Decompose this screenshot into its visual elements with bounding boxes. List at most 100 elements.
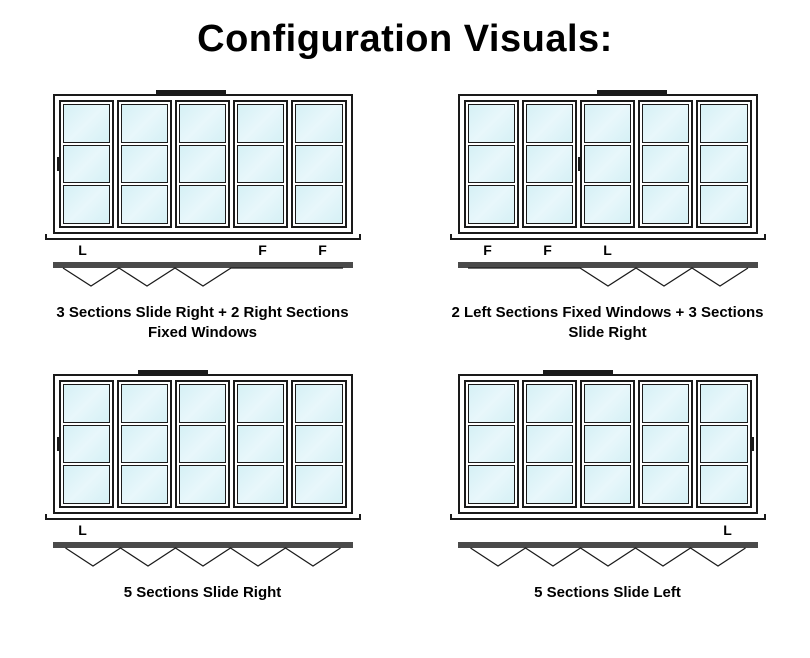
glass-lite	[526, 185, 573, 224]
glass-lite	[584, 384, 631, 423]
door-panel	[291, 380, 346, 508]
track-svg	[53, 262, 353, 290]
door-frame	[458, 94, 758, 234]
glass-lite	[700, 145, 747, 184]
panel-label	[698, 242, 758, 258]
glass-lite	[237, 104, 284, 143]
slide-direction-zigzag	[468, 268, 748, 286]
glass-lite	[237, 384, 284, 423]
door-panel	[59, 100, 114, 228]
panel-label	[638, 522, 698, 538]
glass-lite	[526, 104, 573, 143]
glass-lite	[237, 145, 284, 184]
glass-lite	[526, 384, 573, 423]
glass-lite	[63, 185, 110, 224]
door-assembly	[53, 374, 353, 520]
glass-lite	[295, 104, 342, 143]
glass-lite	[700, 384, 747, 423]
panel-labels-row: L	[53, 522, 353, 538]
panel-label: F	[518, 242, 578, 258]
glass-lite	[468, 465, 515, 504]
glass-lite	[526, 465, 573, 504]
door-panel	[291, 100, 346, 228]
glass-lite	[295, 185, 342, 224]
panel-label	[173, 242, 233, 258]
glass-lite	[700, 185, 747, 224]
glass-lite	[63, 145, 110, 184]
door-sill	[45, 514, 361, 520]
panel-label	[638, 242, 698, 258]
panel-handle	[57, 437, 60, 451]
glass-lite	[179, 145, 226, 184]
door-panel	[175, 380, 230, 508]
slide-track	[53, 542, 353, 575]
panel-label: L	[53, 522, 113, 538]
glass-lite	[584, 185, 631, 224]
glass-lite	[179, 185, 226, 224]
panel-label: L	[53, 242, 113, 258]
track-bar	[53, 262, 353, 268]
slide-direction-zigzag	[65, 548, 340, 566]
slide-track	[53, 262, 353, 295]
glass-lite	[121, 185, 168, 224]
glass-lite	[295, 384, 342, 423]
track-svg	[53, 542, 353, 570]
glass-lite	[700, 465, 747, 504]
glass-lite	[468, 185, 515, 224]
glass-lite	[121, 104, 168, 143]
page: Configuration Visuals: LFF3 Sections Sli…	[0, 0, 810, 658]
glass-lite	[63, 425, 110, 464]
track-svg	[458, 262, 758, 290]
glass-lite	[179, 425, 226, 464]
config-cell: L FF 3 Sections Slide Right + 2 Right Sect…	[0, 90, 405, 370]
door-panel	[580, 380, 635, 508]
slide-direction-zigzag	[63, 268, 343, 286]
track-bar	[458, 542, 758, 548]
slide-track	[458, 262, 758, 295]
glass-lite	[63, 465, 110, 504]
panel-label: L	[578, 242, 638, 258]
config-cell: FFL2 Left Sections Fixed Windows + 3 Sec…	[405, 90, 810, 370]
glass-lite	[642, 145, 689, 184]
track-bar	[458, 262, 758, 268]
glass-lite	[526, 425, 573, 464]
config-caption: 3 Sections Slide Right + 2 Right Section…	[43, 303, 363, 342]
panel-label	[518, 522, 578, 538]
door-sill	[45, 234, 361, 240]
track-svg	[458, 542, 758, 570]
glass-lite	[584, 104, 631, 143]
glass-lite	[700, 425, 747, 464]
panel-label: F	[458, 242, 518, 258]
glass-lite	[179, 384, 226, 423]
panel-labels-row: FFL	[458, 242, 758, 258]
door-panel	[175, 100, 230, 228]
panel-label: F	[293, 242, 353, 258]
door-assembly	[458, 374, 758, 520]
glass-lite	[468, 384, 515, 423]
glass-lite	[584, 465, 631, 504]
glass-lite	[584, 425, 631, 464]
panel-label	[173, 522, 233, 538]
config-caption: 5 Sections Slide Left	[534, 583, 681, 603]
door-panel	[522, 380, 577, 508]
panel-label: F	[233, 242, 293, 258]
door-panel	[696, 100, 751, 228]
door-panel	[522, 100, 577, 228]
door-panel	[117, 100, 172, 228]
door-panel	[464, 380, 519, 508]
door-panel	[638, 100, 693, 228]
panel-handle	[57, 157, 60, 171]
glass-lite	[121, 465, 168, 504]
panel-label	[458, 522, 518, 538]
panel-label	[113, 522, 173, 538]
glass-lite	[295, 465, 342, 504]
config-cell: L5 Sections Slide Left	[405, 370, 810, 650]
glass-lite	[237, 465, 284, 504]
glass-lite	[237, 425, 284, 464]
config-cell: L 5 Sections Slide Right	[0, 370, 405, 650]
config-caption: 5 Sections Slide Right	[124, 583, 282, 603]
panel-handle	[751, 437, 754, 451]
glass-lite	[63, 384, 110, 423]
glass-lite	[121, 384, 168, 423]
glass-lite	[295, 425, 342, 464]
